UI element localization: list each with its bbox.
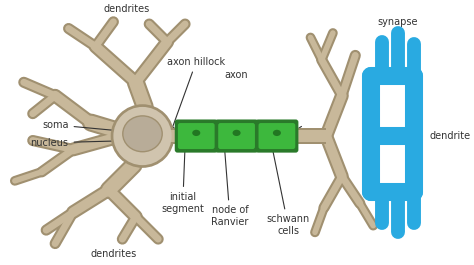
Text: axon: axon — [225, 70, 248, 80]
Bar — [169, 130, 326, 142]
Text: node of
Ranvier: node of Ranvier — [211, 150, 248, 227]
Text: synapse: synapse — [378, 17, 418, 27]
Ellipse shape — [273, 130, 281, 136]
Text: dendrites: dendrites — [90, 249, 137, 259]
FancyBboxPatch shape — [255, 120, 299, 153]
Text: dendrites: dendrites — [104, 4, 150, 14]
Text: nucleus: nucleus — [31, 138, 131, 148]
Bar — [169, 129, 326, 144]
Text: soma: soma — [42, 120, 115, 130]
Ellipse shape — [123, 116, 162, 152]
Ellipse shape — [113, 107, 172, 165]
Text: dendrite: dendrite — [429, 131, 470, 141]
FancyBboxPatch shape — [215, 120, 258, 153]
Ellipse shape — [233, 130, 241, 136]
Text: axon hillock: axon hillock — [167, 57, 225, 127]
Text: schwann
cells: schwann cells — [266, 151, 310, 236]
Ellipse shape — [192, 130, 201, 136]
FancyBboxPatch shape — [178, 123, 215, 149]
Ellipse shape — [111, 104, 174, 168]
Text: initial
segment: initial segment — [161, 149, 204, 214]
FancyBboxPatch shape — [175, 120, 218, 153]
FancyBboxPatch shape — [218, 123, 255, 149]
FancyBboxPatch shape — [258, 123, 295, 149]
